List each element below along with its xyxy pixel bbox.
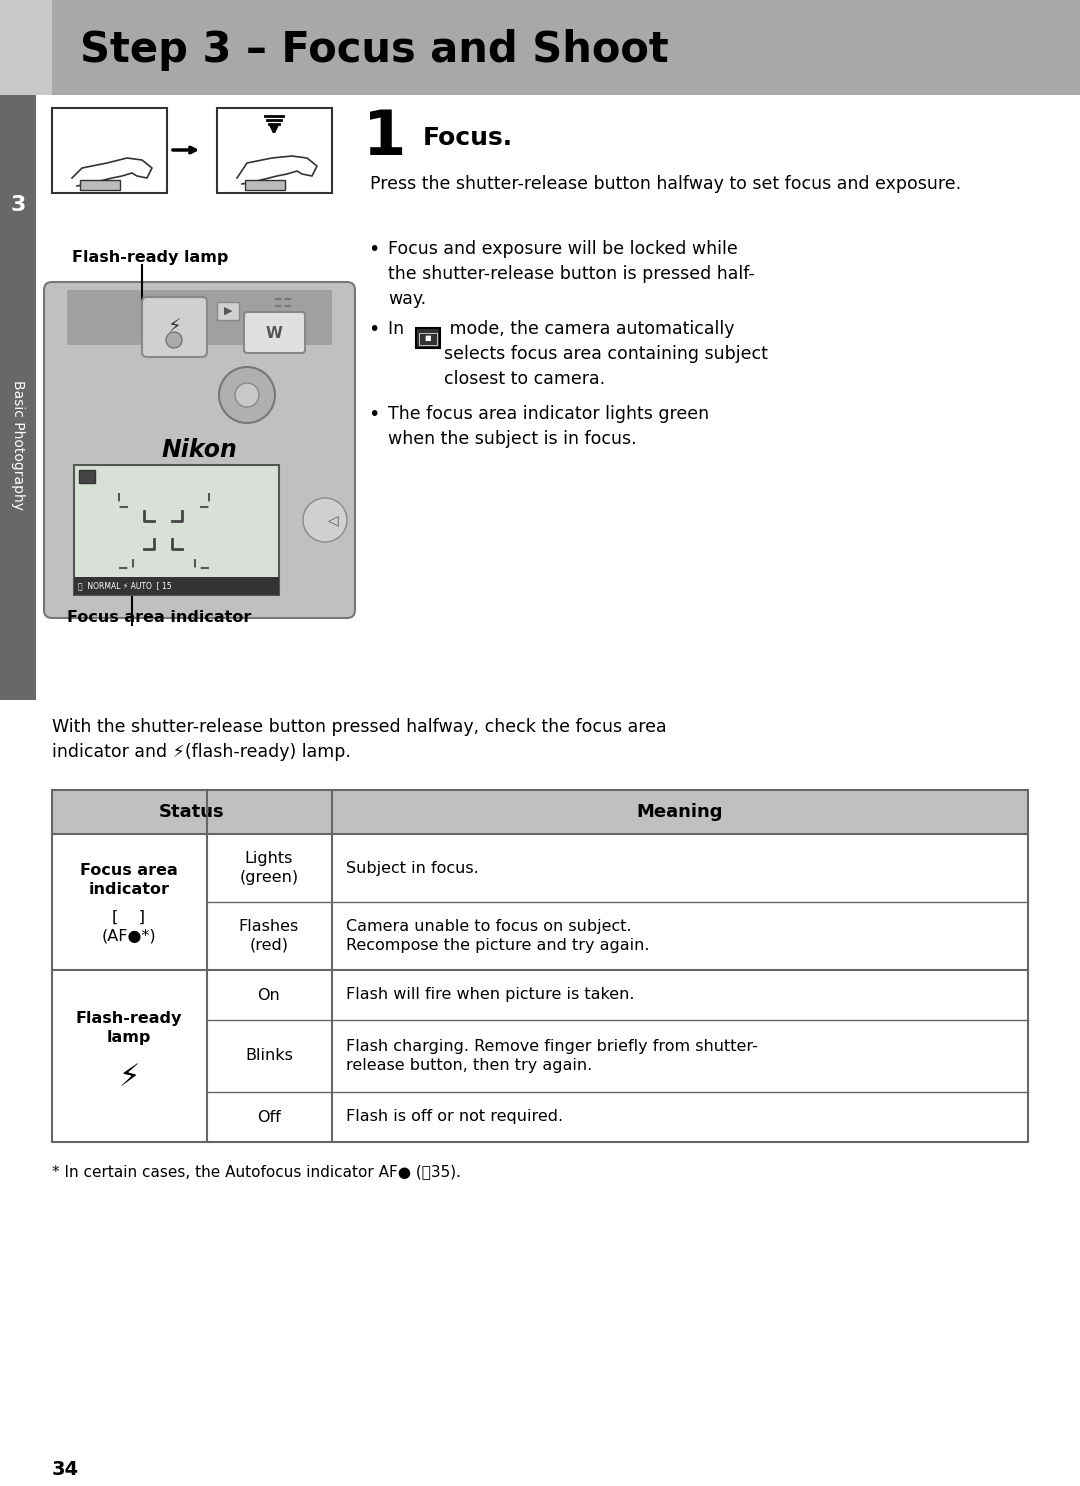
Text: Meaning: Meaning xyxy=(637,802,724,820)
Bar xyxy=(245,180,285,190)
Bar xyxy=(75,577,279,594)
Bar xyxy=(419,333,437,345)
Text: * In certain cases, the Autofocus indicator AF● (🔦35).: * In certain cases, the Autofocus indica… xyxy=(52,1164,461,1178)
Text: 3: 3 xyxy=(11,195,26,215)
Text: In: In xyxy=(388,319,409,337)
Bar xyxy=(0,0,52,95)
Text: Step 3 – Focus and Shoot: Step 3 – Focus and Shoot xyxy=(80,30,669,71)
Text: Flash is off or not required.: Flash is off or not required. xyxy=(346,1110,563,1125)
Circle shape xyxy=(166,331,183,348)
Text: •: • xyxy=(368,406,379,424)
Text: With the shutter-release button pressed halfway, check the focus area
indicator : With the shutter-release button pressed … xyxy=(52,718,666,761)
Text: Lights
(green): Lights (green) xyxy=(240,851,298,884)
Text: 34: 34 xyxy=(52,1461,79,1479)
Bar xyxy=(52,791,1028,1143)
Text: W: W xyxy=(266,325,283,340)
Bar xyxy=(0,95,36,700)
Text: [    ]
(AF●*): [ ] (AF●*) xyxy=(102,911,157,944)
Text: Blinks: Blinks xyxy=(245,1049,293,1064)
Text: ⚡: ⚡ xyxy=(119,1064,139,1092)
Bar xyxy=(416,328,440,348)
Text: ☷: ☷ xyxy=(272,299,292,318)
Text: Flash-ready
lamp: Flash-ready lamp xyxy=(76,1010,183,1045)
Circle shape xyxy=(303,498,347,542)
Text: Flash-ready lamp: Flash-ready lamp xyxy=(72,250,228,265)
Bar xyxy=(75,465,279,594)
Text: •: • xyxy=(368,241,379,259)
Bar xyxy=(52,0,1080,95)
Text: Focus and exposure will be locked while
the shutter-release button is pressed ha: Focus and exposure will be locked while … xyxy=(388,241,755,308)
Text: mode, the camera automatically
selects focus area containing subject
closest to : mode, the camera automatically selects f… xyxy=(444,319,768,388)
Circle shape xyxy=(219,367,275,424)
Text: ■: ■ xyxy=(424,334,431,340)
FancyBboxPatch shape xyxy=(44,282,355,618)
Text: •: • xyxy=(368,319,379,339)
Bar xyxy=(217,302,239,319)
Text: Nikon: Nikon xyxy=(161,438,237,462)
Text: Flash will fire when picture is taken.: Flash will fire when picture is taken. xyxy=(346,988,635,1003)
Bar xyxy=(80,180,120,190)
Bar xyxy=(52,791,1028,834)
Text: Press the shutter-release button halfway to set focus and exposure.: Press the shutter-release button halfway… xyxy=(370,175,961,193)
Text: On: On xyxy=(258,988,281,1003)
Text: Focus area indicator: Focus area indicator xyxy=(67,609,252,626)
Circle shape xyxy=(235,383,259,407)
Text: 1: 1 xyxy=(363,108,407,168)
Text: Focus.: Focus. xyxy=(423,126,513,150)
Text: Flash charging. Remove finger briefly from shutter-
release button, then try aga: Flash charging. Remove finger briefly fr… xyxy=(346,1039,758,1073)
Text: ⚡: ⚡ xyxy=(167,318,180,336)
Bar xyxy=(79,470,95,483)
Text: Status: Status xyxy=(159,802,225,820)
Bar xyxy=(67,290,332,345)
Bar xyxy=(217,108,332,193)
Text: Flashes
(red): Flashes (red) xyxy=(239,920,299,953)
FancyBboxPatch shape xyxy=(141,297,207,357)
Text: ◁: ◁ xyxy=(327,513,338,528)
Text: The focus area indicator lights green
when the subject is in focus.: The focus area indicator lights green wh… xyxy=(388,406,710,447)
FancyBboxPatch shape xyxy=(244,312,305,354)
Bar xyxy=(52,108,167,193)
Text: Basic Photography: Basic Photography xyxy=(11,380,25,510)
Text: ⓢ  NORMAL ⚡ AUTO  [ 15: ⓢ NORMAL ⚡ AUTO [ 15 xyxy=(78,581,172,590)
Text: Camera unable to focus on subject.
Recompose the picture and try again.: Camera unable to focus on subject. Recom… xyxy=(346,918,649,954)
Text: ▶: ▶ xyxy=(224,306,232,317)
Text: Focus area
indicator: Focus area indicator xyxy=(80,863,178,896)
Text: Subject in focus.: Subject in focus. xyxy=(346,860,478,875)
Text: Off: Off xyxy=(257,1110,281,1125)
